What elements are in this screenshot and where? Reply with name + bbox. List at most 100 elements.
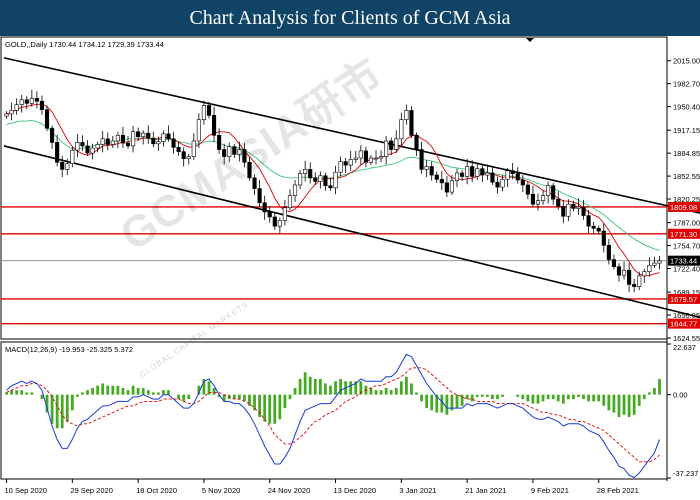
macd-signal-line [6,367,660,463]
candle-body [510,170,515,174]
candle-body [90,147,95,154]
candle-body [525,184,530,195]
price-tick-label: 1820.25 [673,195,700,204]
candle-body [4,113,9,117]
candle-body [551,185,556,200]
time-tick-label: 28 Feb 2021 [597,486,639,495]
candle-body [24,99,29,104]
candle-body [475,168,480,177]
time-tick-label: 13 Dec 2020 [334,486,377,495]
level-label-box [668,228,700,239]
candle-body [303,169,308,174]
candle-body [14,104,19,111]
last-price-box [668,255,700,266]
candle-body [652,262,657,266]
candle-body [257,188,262,204]
fast-moving-average [6,103,660,277]
level-label: 1809.08 [670,203,697,212]
candle-body [130,131,136,147]
candle-body [237,149,242,155]
candle-body [505,170,510,180]
candle-body [459,172,465,177]
candle-body [267,211,272,218]
candle-body [530,193,536,205]
time-tick-label: 9 Feb 2021 [531,486,569,495]
candle-body [272,216,277,227]
candle-body [252,177,257,189]
level-label: 1679.57 [670,295,697,304]
candle-body [485,172,490,176]
candle-body [540,195,546,201]
candle-body [429,166,434,176]
candle-body [444,182,449,193]
candle-body [211,115,217,136]
candle-body [571,203,576,209]
candle-body [156,141,161,145]
candle-body [637,275,642,287]
chart-title-banner: Chart Analysis for Clients of GCM Asia [0,0,700,36]
candle-body [632,284,637,287]
candle-body [277,220,282,227]
candle-body [389,140,394,150]
macd-tick-label: 0.00 [673,391,688,400]
candle-body [515,173,520,181]
candle-body [227,146,232,157]
candle-body [353,157,358,160]
candle-body [176,147,181,152]
candle-body [222,149,227,157]
candle-body [470,166,475,177]
candle-body [44,109,50,129]
candle-body [298,173,303,186]
candle-body [186,156,191,160]
level-label-box [668,293,700,304]
macd-tick-label: 22.637 [673,343,696,352]
level-labels: 1809.08 1771.30 1679.57 1644.77 1733.44 [668,201,700,329]
candle-body [439,179,444,184]
price-tick-label: 1656.85 [673,311,700,320]
candle-body [151,137,156,145]
candle-body [399,119,404,140]
candle-body [621,269,627,276]
candle-body [55,142,60,163]
candle-body [217,134,222,150]
price-tick-label: 1787.00 [673,219,700,228]
candle-body [657,260,662,264]
time-tick-label: 3 Jan 2021 [399,486,436,495]
candle-body [141,132,146,138]
candles [4,89,662,293]
candle-body [262,202,267,213]
candle-body [105,138,110,145]
candle-body [60,161,65,170]
candle-body [50,127,55,143]
candle-body [232,146,237,155]
price-chart-svg: 2015.00 1982.70 1950.40 1917.15 1884.85 1852.… [0,36,700,500]
macd-tick-label: -37.237 [673,469,698,478]
price-tick-label: 1754.70 [673,242,700,251]
candle-body [591,225,596,229]
level-label: 1644.77 [670,320,697,329]
macd-axis-ticks: 22.637 0.00 -37.237 [667,343,698,479]
candle-body [454,172,460,182]
price-axis-ticks: 2015.00 1982.70 1950.40 1917.15 1884.85 1852.… [667,57,700,343]
candle-body [65,163,70,170]
shift-marker-icon [526,38,534,42]
candle-body [495,181,500,188]
candle-body [647,264,652,272]
banner-title: Chart Analysis for Clients of GCM Asia [189,6,511,29]
slow-moving-average [6,119,660,251]
time-tick-label: 24 Nov 2020 [268,486,311,495]
candle-body [181,151,186,160]
time-axis-ticks: 10 Sep 2020 29 Sep 2020 18 Oct 2020 5 Nov 2… [5,479,639,495]
candle-body [576,206,581,209]
candle-body [343,161,348,166]
candle-body [561,206,566,217]
price-tick-label: 1689.15 [673,288,700,297]
candle-body [384,140,389,157]
candle-body [166,133,171,140]
candle-body [333,171,338,189]
candle-body [414,134,419,150]
level-label: 1771.30 [670,230,697,239]
price-tick-label: 1722.40 [673,265,700,274]
price-tick-label: 1917.15 [673,126,700,135]
horizontal-levels [1,206,667,325]
